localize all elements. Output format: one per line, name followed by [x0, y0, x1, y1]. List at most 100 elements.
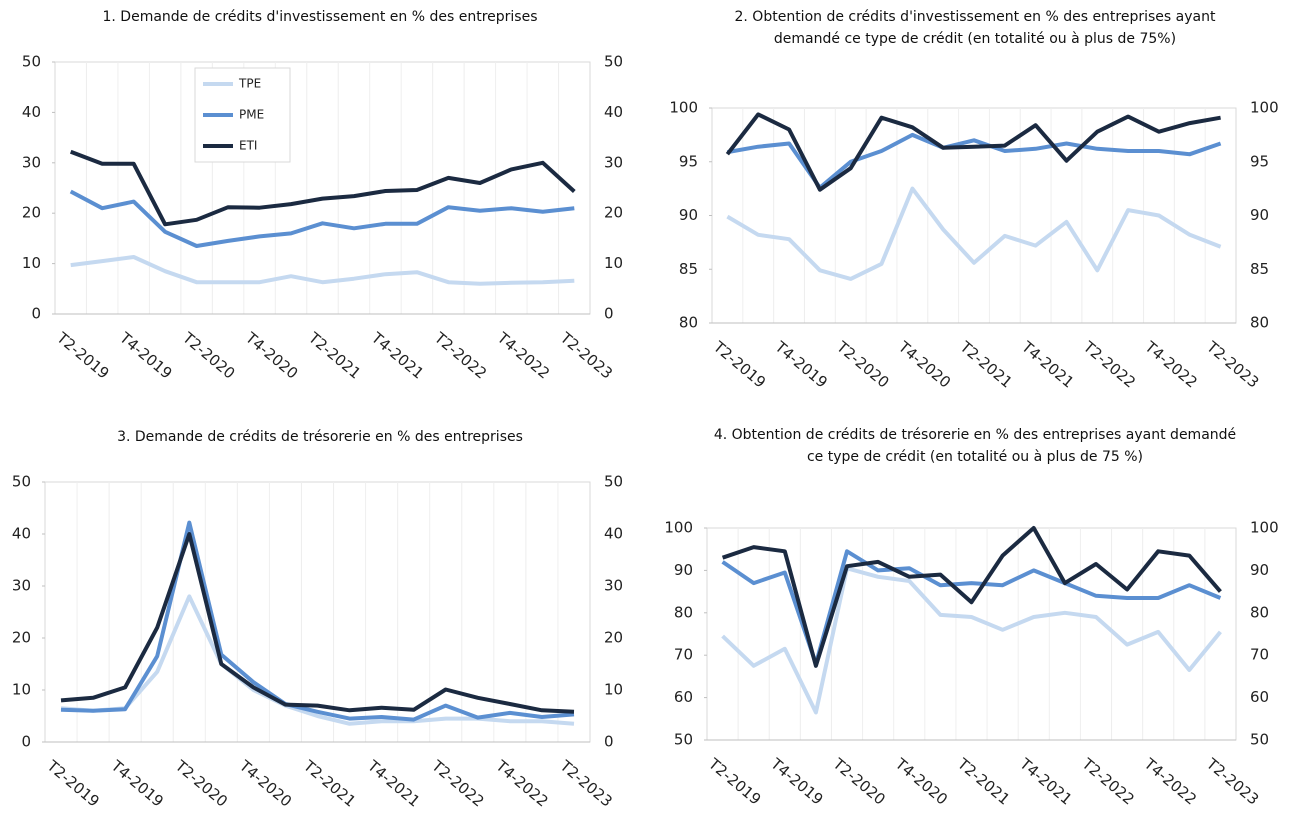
x-tick-label: T4-2020: [891, 754, 951, 808]
x-tick-label: T2-2020: [832, 337, 892, 391]
y2-tick-label: 100: [1250, 519, 1279, 537]
data-line: [726, 186, 1222, 281]
x-tick-label: T2-2019: [709, 337, 769, 391]
x-tick-label: T4-2021: [1017, 337, 1077, 391]
y-tick-label: 40: [22, 103, 41, 121]
y-tick-label: 20: [22, 204, 41, 222]
data-line: [721, 566, 1222, 715]
y-tick-label: 20: [12, 629, 31, 647]
chart-title: 4. Obtention de crédits de trésorerie en…: [713, 427, 1237, 465]
y-tick-label: 90: [679, 206, 698, 224]
y2-tick-label: 30: [604, 577, 623, 595]
y2-tick-label: 90: [1250, 561, 1269, 579]
y2-tick-label: 20: [604, 629, 623, 647]
y-tick-label: 0: [31, 305, 41, 323]
x-tick-label: T4-2019: [115, 328, 175, 382]
y2-tick-label: 95: [1250, 152, 1269, 170]
y-tick-label: 30: [12, 577, 31, 595]
y-tick-label: 50: [12, 473, 31, 491]
data-line: [69, 149, 576, 227]
x-tick-label: T2-2020: [178, 328, 238, 382]
y-tick-label: 80: [679, 314, 698, 332]
y-tick-label: 0: [21, 733, 31, 751]
data-line: [60, 594, 575, 726]
data-line: [727, 132, 1222, 190]
y2-tick-label: 80: [1250, 603, 1269, 621]
x-tick-label: T2-2022: [1079, 337, 1139, 391]
y2-tick-label: 60: [1250, 688, 1269, 706]
x-tick-label: T4-2021: [1016, 754, 1076, 808]
y2-tick-label: 40: [604, 525, 623, 543]
x-tick-label: T2-2023: [1202, 754, 1262, 808]
y2-tick-label: 85: [1250, 260, 1269, 278]
y-tick-label: 30: [22, 153, 41, 171]
x-tick-label: T2-2020: [829, 754, 889, 808]
y-tick-label: 50: [674, 731, 693, 749]
y2-tick-label: 30: [604, 153, 623, 171]
x-tick-label: T4-2020: [241, 328, 301, 382]
x-tick-label: T2-2021: [953, 754, 1013, 808]
y2-tick-label: 50: [604, 53, 623, 71]
x-tick-label: T4-2021: [367, 328, 427, 382]
x-tick-label: T4-2022: [1141, 337, 1201, 391]
x-tick-label: T2-2023: [556, 328, 616, 382]
y2-tick-label: 10: [604, 681, 623, 699]
x-tick-label: T4-2022: [1140, 754, 1200, 808]
data-line: [725, 112, 1221, 192]
legend-label: TPE: [238, 77, 261, 91]
x-tick-label: T2-2022: [1078, 754, 1138, 808]
chart-title: 2. Obtention de crédits d'investissement…: [734, 9, 1216, 47]
y-tick-label: 100: [664, 519, 693, 537]
x-tick-label: T2-2021: [304, 328, 364, 382]
x-tick-label: T2-2019: [43, 756, 103, 810]
x-tick-label: T4-2019: [107, 756, 167, 810]
y2-tick-label: 50: [1250, 731, 1269, 749]
x-tick-label: T4-2021: [363, 756, 423, 810]
y-tick-label: 95: [679, 152, 698, 170]
x-tick-label: T4-2020: [235, 756, 295, 810]
y-tick-label: 60: [674, 688, 693, 706]
y2-tick-label: 50: [604, 473, 623, 491]
chart-title: 3. Demande de crédits de trésorerie en %…: [117, 429, 523, 445]
x-tick-label: T2-2023: [556, 756, 616, 810]
chart-title: 1. Demande de crédits d'investissement e…: [102, 9, 538, 25]
x-tick-label: T2-2023: [1202, 337, 1262, 391]
y2-tick-label: 10: [604, 254, 623, 272]
legend-label: PME: [239, 108, 264, 122]
y2-tick-label: 100: [1250, 99, 1279, 117]
y2-tick-label: 80: [1250, 314, 1269, 332]
y-tick-label: 80: [674, 603, 693, 621]
x-tick-label: T4-2022: [493, 328, 553, 382]
x-tick-label: T2-2022: [430, 328, 490, 382]
y2-tick-label: 0: [604, 733, 614, 751]
y2-tick-label: 40: [604, 103, 623, 121]
x-tick-label: T2-2020: [171, 756, 231, 810]
legend-label: ETI: [239, 139, 257, 153]
data-line: [60, 532, 575, 714]
y-tick-label: 85: [679, 260, 698, 278]
plot-frame: [54, 61, 591, 315]
y2-tick-label: 70: [1250, 646, 1269, 664]
x-tick-label: T4-2019: [771, 337, 831, 391]
y-tick-label: 90: [674, 561, 693, 579]
y2-tick-label: 20: [604, 204, 623, 222]
y2-tick-label: 0: [604, 305, 614, 323]
y2-tick-label: 90: [1250, 206, 1269, 224]
data-line: [60, 520, 575, 722]
x-tick-label: T2-2019: [53, 328, 113, 382]
y-tick-label: 40: [12, 525, 31, 543]
x-tick-label: T4-2022: [492, 756, 552, 810]
x-tick-label: T2-2019: [704, 754, 764, 808]
x-tick-label: T4-2019: [767, 754, 827, 808]
x-tick-label: T2-2022: [428, 756, 488, 810]
x-tick-label: T2-2021: [956, 337, 1016, 391]
y-tick-label: 70: [674, 646, 693, 664]
y-tick-label: 10: [12, 681, 31, 699]
y-tick-label: 50: [22, 53, 41, 71]
x-tick-label: T2-2021: [299, 756, 359, 810]
y-tick-label: 100: [669, 99, 698, 117]
data-line: [69, 189, 575, 248]
data-line: [70, 255, 575, 286]
